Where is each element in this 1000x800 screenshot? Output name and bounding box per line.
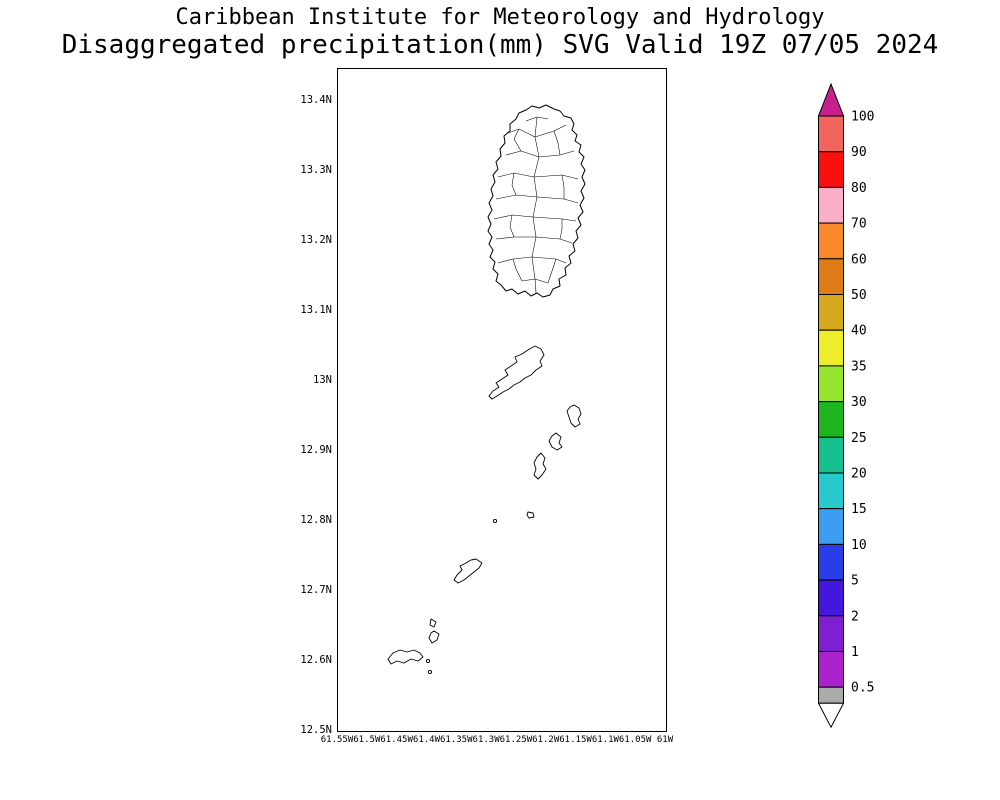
canouan-island (453, 558, 483, 584)
lat-label: 12.9N (300, 444, 332, 456)
lon-label: 61.1W (591, 735, 619, 745)
colorbar-segment (818, 508, 844, 545)
lat-label: 12.5N (300, 724, 332, 736)
colorbar-tick-label: 2 (851, 609, 859, 624)
colorbar-segment (818, 472, 844, 510)
page-title: Caribbean Institute for Meteorology and … (0, 5, 1000, 60)
colorbar-tick-label: 10 (851, 538, 867, 553)
colorbar-tick-label: 80 (851, 181, 867, 196)
colorbar-segment (818, 294, 844, 331)
colorbar-tick-label: 35 (851, 359, 867, 374)
colorbar-tick-label: 1 (851, 645, 859, 660)
st-vincent-island (487, 104, 586, 298)
page-title-institute: Caribbean Institute for Meteorology and … (175, 5, 825, 30)
map-canvas (387, 104, 586, 675)
lat-label: 13.3N (300, 164, 332, 176)
colorbar-segment (818, 365, 844, 403)
lon-label: 61.4W (412, 735, 440, 745)
islet-dot-2 (425, 658, 431, 664)
colorbar-segment (818, 543, 844, 581)
islet-dot-3 (427, 669, 433, 675)
watershed-lines (493, 116, 579, 294)
colorbar-segment (818, 329, 844, 367)
colorbar-segment (818, 115, 844, 153)
colorbar-top-arrow (817, 82, 845, 117)
colorbar-segment (818, 615, 844, 652)
colorbar-segment (818, 258, 844, 296)
mustique-island (566, 404, 582, 428)
lon-label: 61.55W (320, 735, 354, 745)
colorbar-tick-label: 30 (851, 395, 867, 410)
colorbar-svg: 100 90 80 70 60 50 40 35 30 25 20 15 10 5 2 1 0.5 (817, 82, 874, 729)
colorbar-tick-label: 60 (851, 252, 867, 267)
page-title-valid-time: Disaggregated precipitation(mm) SVG Vali… (61, 29, 939, 60)
lon-label: 61.05W (618, 735, 652, 745)
union-island (387, 649, 424, 665)
small-island-2 (533, 452, 547, 480)
mayreau-island-b (428, 630, 440, 644)
colorbar-bottom-arrow (817, 702, 845, 729)
islet-dot-1 (492, 518, 498, 524)
colorbar-tick-label: 40 (851, 324, 867, 339)
colorbar-segment (818, 651, 844, 688)
lat-label: 13.1N (300, 304, 332, 316)
colorbar-segment (818, 686, 844, 704)
colorbar-segment (818, 222, 844, 260)
lon-label: 61.3W (472, 735, 500, 745)
colorbar-tick-label: 50 (851, 288, 867, 303)
colorbar-segment (818, 579, 844, 617)
lat-label: 12.7N (300, 584, 332, 596)
colorbar-segment (818, 151, 844, 188)
colorbar-segment (818, 186, 844, 224)
lon-label: 61.5W (353, 735, 381, 745)
colorbar-tick-label: 100 (851, 110, 874, 125)
bequia-island (488, 345, 545, 400)
lat-label: 13.4N (300, 94, 332, 106)
colorbar-tick-label: 20 (851, 467, 867, 482)
lon-label: 61.45W (380, 735, 413, 745)
mayreau-island-a (429, 618, 437, 628)
map-panel (337, 68, 667, 732)
lat-label: 12.6N (300, 654, 332, 666)
colorbar-segment (818, 436, 844, 474)
colorbar-tick-label: 15 (851, 502, 867, 517)
lon-label: 61.35W (440, 735, 473, 745)
colorbar-tick-label: 90 (851, 145, 867, 160)
lat-label: 13.2N (300, 234, 332, 246)
colorbar: 100 90 80 70 60 50 40 35 30 25 20 15 10 5 2 1 0.5 (817, 82, 902, 733)
colorbar-segment (818, 401, 844, 438)
lat-label: 13N (313, 374, 332, 386)
lon-label: 61W (656, 735, 674, 745)
colorbar-tick-label: 5 (851, 574, 859, 589)
colorbar-tick-label: 70 (851, 217, 867, 232)
lon-label: 61.15W (559, 735, 592, 745)
colorbar-tick-label: 0.5 (851, 681, 874, 696)
colorbar-tick-label: 25 (851, 431, 867, 446)
lon-label: 61.25W (499, 735, 533, 745)
islet-small-3 (526, 511, 535, 519)
small-island-1 (548, 432, 563, 451)
lon-label: 61.2W (532, 735, 560, 745)
lat-label: 12.8N (300, 514, 332, 526)
